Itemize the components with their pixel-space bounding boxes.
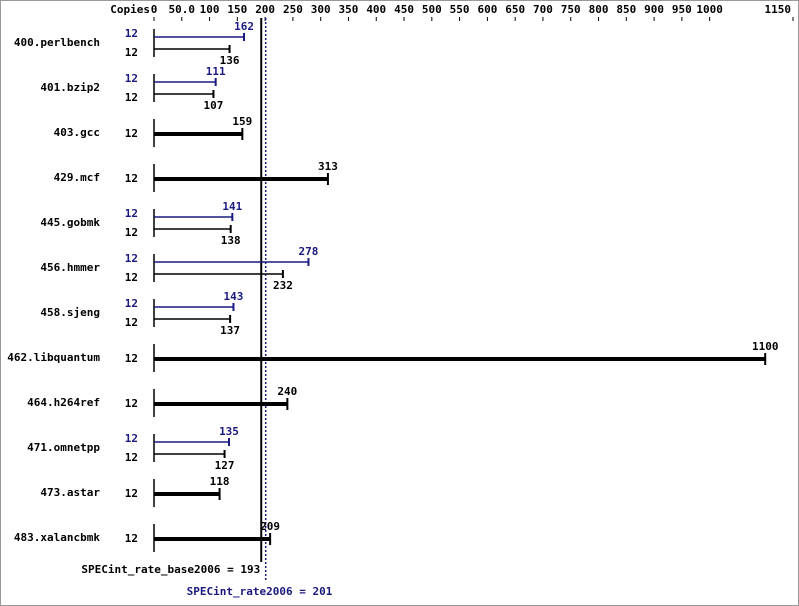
value-label: 135	[219, 425, 239, 438]
copies-label: 12	[125, 127, 138, 140]
value-label: 162	[234, 20, 254, 33]
value-label: 137	[220, 324, 240, 337]
copies-label: 12	[125, 271, 138, 284]
x-tick-label: 700	[533, 3, 553, 16]
value-label: 209	[260, 520, 280, 533]
x-tick-label: 900	[644, 3, 664, 16]
bar	[154, 93, 214, 95]
copies-label: 12	[125, 397, 138, 410]
bar	[154, 48, 230, 50]
value-label: 111	[206, 65, 226, 78]
category-label: 473.astar	[40, 486, 100, 499]
copies-label: 12	[125, 252, 138, 265]
value-label: 138	[221, 234, 241, 247]
value-label: 136	[220, 54, 240, 67]
value-label: 313	[318, 160, 338, 173]
x-tick-label: 750	[561, 3, 581, 16]
copies-label: 12	[125, 207, 138, 220]
value-label: 240	[277, 385, 297, 398]
category-label: 483.xalancbmk	[14, 531, 100, 544]
x-tick-label: 100	[200, 3, 220, 16]
category-label: 462.libquantum	[7, 351, 100, 364]
category-label: 471.omnetpp	[27, 441, 100, 454]
value-label: 143	[224, 290, 244, 303]
category-label: 400.perlbench	[14, 36, 100, 49]
category-label: 429.mcf	[54, 171, 100, 184]
x-tick-label: 500	[422, 3, 442, 16]
reference-label: SPECint_rate_base2006 = 193	[81, 563, 260, 576]
bar	[154, 177, 328, 181]
copies-label: 12	[125, 432, 138, 445]
category-label: 401.bzip2	[40, 81, 100, 94]
value-label: 127	[215, 459, 235, 472]
bar	[154, 273, 283, 275]
category-label: 456.hmmer	[40, 261, 100, 274]
value-label: 118	[210, 475, 230, 488]
x-tick-label: 600	[477, 3, 497, 16]
bar	[154, 441, 230, 443]
x-tick-label: 350	[339, 3, 359, 16]
x-tick-label: 0	[151, 3, 158, 16]
bar	[154, 537, 271, 541]
bar	[154, 306, 234, 308]
category-label: 458.sjeng	[40, 306, 100, 319]
x-tick-label: 400	[366, 3, 386, 16]
bar	[154, 402, 288, 406]
bar	[154, 216, 233, 218]
copies-label: 12	[125, 297, 138, 310]
x-tick-label: 650	[505, 3, 525, 16]
x-tick-label: 300	[311, 3, 331, 16]
axis-label: Copies	[110, 3, 150, 16]
x-tick-label: 200	[255, 3, 275, 16]
copies-label: 12	[125, 72, 138, 85]
value-label: 107	[204, 99, 224, 112]
x-tick-label: 1150	[765, 3, 792, 16]
value-label: 141	[222, 200, 242, 213]
x-tick-label: 50.0	[169, 3, 196, 16]
value-label: 159	[232, 115, 252, 128]
value-label: 278	[299, 245, 319, 258]
bar	[154, 357, 766, 361]
x-tick-label: 450	[394, 3, 414, 16]
copies-label: 12	[125, 172, 138, 185]
reference-label: SPECint_rate2006 = 201	[187, 585, 333, 598]
bar	[154, 492, 220, 496]
category-label: 403.gcc	[54, 126, 100, 139]
copies-label: 12	[125, 352, 138, 365]
bar	[154, 36, 245, 38]
copies-label: 12	[125, 451, 138, 464]
bar	[154, 132, 243, 136]
x-tick-label: 150	[227, 3, 247, 16]
copies-label: 12	[125, 532, 138, 545]
bar	[154, 228, 231, 230]
value-label: 232	[273, 279, 293, 292]
copies-label: 12	[125, 226, 138, 239]
bar	[154, 261, 309, 263]
bar	[154, 453, 225, 455]
copies-label: 12	[125, 27, 138, 40]
category-label: 464.h264ref	[27, 396, 100, 409]
copies-label: 12	[125, 91, 138, 104]
bar	[154, 81, 216, 83]
x-tick-label: 250	[283, 3, 303, 16]
x-tick-label: 1000	[696, 3, 723, 16]
value-label: 1100	[752, 340, 779, 353]
x-tick-label: 950	[672, 3, 692, 16]
copies-label: 12	[125, 316, 138, 329]
copies-label: 12	[125, 487, 138, 500]
copies-label: 12	[125, 46, 138, 59]
x-tick-label: 850	[616, 3, 636, 16]
x-tick-label: 800	[589, 3, 609, 16]
bar	[154, 318, 231, 320]
x-tick-label: 550	[450, 3, 470, 16]
category-label: 445.gobmk	[40, 216, 100, 229]
